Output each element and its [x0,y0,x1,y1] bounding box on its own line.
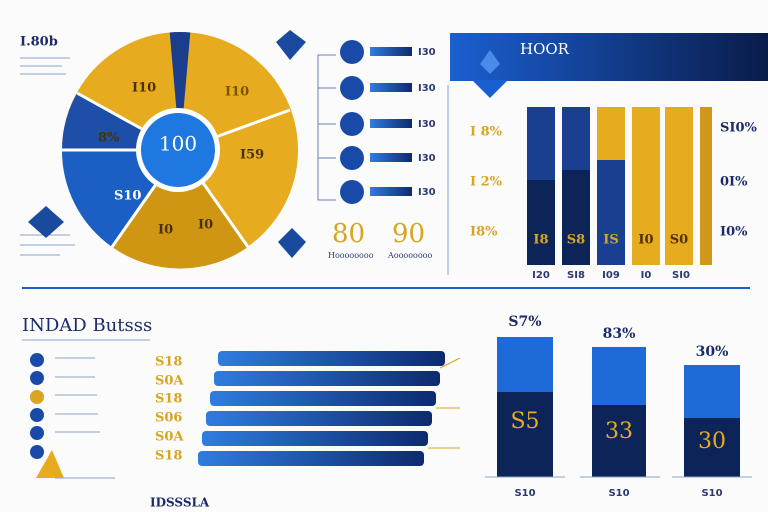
bar-label: IS [603,233,618,248]
row-icons [30,353,115,479]
bar-side-label: I 2% [470,175,503,190]
bar-side-label: I 8% [470,125,503,140]
column-top-label: 83% [603,326,636,342]
column-value: 30 [698,429,726,454]
pie-label: 8% [98,131,120,146]
column-value: 33 [605,419,633,444]
panel-header [447,33,768,275]
pointer-label: I30 [418,153,436,164]
pointer-group [317,40,412,204]
pie-label: I10 [132,81,156,96]
bar-label: S8 [567,233,585,248]
row-bars [198,351,461,466]
diamond-icons [28,30,306,258]
row-label: S18 [155,449,182,464]
column-bottom-label: S10 [608,488,629,499]
bar-side-label: I8% [470,225,498,240]
pie-label: I0 [158,223,173,238]
bar-bottom-label: I20 [532,270,550,281]
pie-center: 100 [159,132,197,156]
bar-label: I8 [533,233,548,248]
big-number: 90 [392,219,425,249]
bar-side-label: 0I% [720,175,748,190]
pointer-label: I30 [418,119,436,130]
bar-bottom-label: I0 [641,270,652,281]
caption: Aoooooooo [387,251,432,260]
column-top-label: 30% [696,344,729,360]
pie-label: I0 [198,218,213,233]
pointer-label: I30 [418,187,436,198]
big-number: 80 [332,219,365,249]
section-title: INDAD Butsss [22,315,152,336]
column-top-label: S7% [508,314,541,330]
bar-bottom-label: I09 [602,270,620,281]
pointer-label: I30 [418,83,436,94]
pie-label: I10 [225,85,249,100]
row-label: S06 [155,411,182,426]
caption: Hoooooooo [328,251,374,260]
footer-label: IDSSSLA [150,496,210,510]
vertical-bars [527,107,712,265]
column-bottom-label: S10 [701,488,722,499]
bar-side-label: SI0% [720,121,758,136]
column-bottom-label: S10 [514,488,535,499]
bar-side-label: I0% [720,225,748,240]
row-label: S18 [155,392,182,407]
pie [61,32,298,269]
panel-title: HOOR [520,40,570,58]
bar-label: I0 [638,233,653,248]
columns [485,337,752,478]
bar-label: S0 [670,233,688,248]
pointer-label: I30 [418,47,436,58]
row-label: S0A [155,374,184,389]
column-value: S5 [510,409,539,434]
row-label: S18 [155,355,182,370]
bar-bottom-label: SI8 [567,270,585,281]
corner-label: I.80b [20,35,58,50]
bar-bottom-label: SI0 [672,270,690,281]
pie-label: I59 [240,148,264,163]
pie-label: S10 [114,189,141,204]
row-label: S0A [155,430,184,445]
